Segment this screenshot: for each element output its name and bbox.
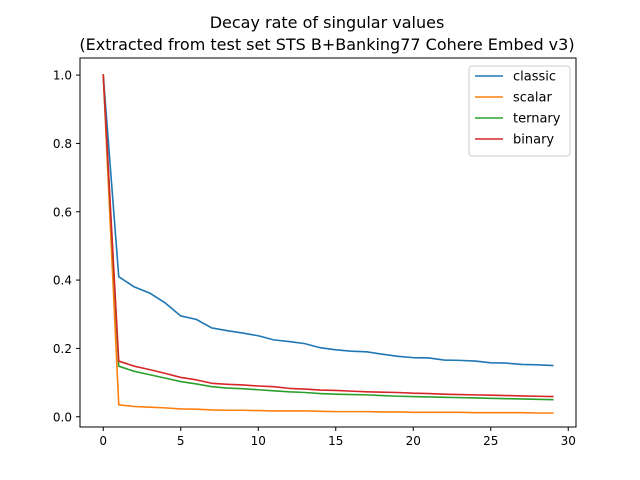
legend-box (468, 65, 571, 157)
legend-label-binary: binary (513, 133, 554, 148)
y-tick-label: 0.6 (53, 205, 72, 219)
series-line-scalar (102, 74, 554, 414)
x-axis: 0 5 10 15 20 25 30 (99, 427, 576, 448)
series-lines (102, 74, 554, 414)
series-line-classic (102, 74, 554, 367)
y-tick-label: 1.0 (53, 69, 72, 83)
x-tick-label: 5 (177, 434, 185, 448)
series-line-binary (102, 74, 554, 398)
x-tick-label: 10 (251, 434, 266, 448)
legend-label-ternary: ternary (513, 112, 561, 127)
x-tick-label: 30 (561, 434, 576, 448)
y-tick-label: 0.2 (53, 342, 72, 356)
legend-label-classic: classic (513, 70, 556, 85)
plot-frame (79, 57, 577, 428)
y-tick-label: 0.8 (53, 137, 72, 151)
chart-title-line-1: Decay rate of singular values (210, 13, 445, 32)
y-tick-label: 0.0 (53, 410, 72, 424)
x-tick-label: 25 (483, 434, 498, 448)
legend-label-scalar: scalar (513, 91, 552, 106)
series-line-ternary (102, 74, 554, 401)
x-tick-label: 0 (99, 434, 107, 448)
x-tick-label: 15 (328, 434, 343, 448)
y-axis: 0.0 0.2 0.4 0.6 0.8 1.0 (53, 69, 80, 424)
x-tick-label: 20 (406, 434, 421, 448)
chart-title-line-2: (Extracted from test set STS B+Banking77… (79, 35, 574, 54)
y-tick-label: 0.4 (53, 274, 72, 288)
legend: classic scalar ternary binary (468, 65, 571, 157)
